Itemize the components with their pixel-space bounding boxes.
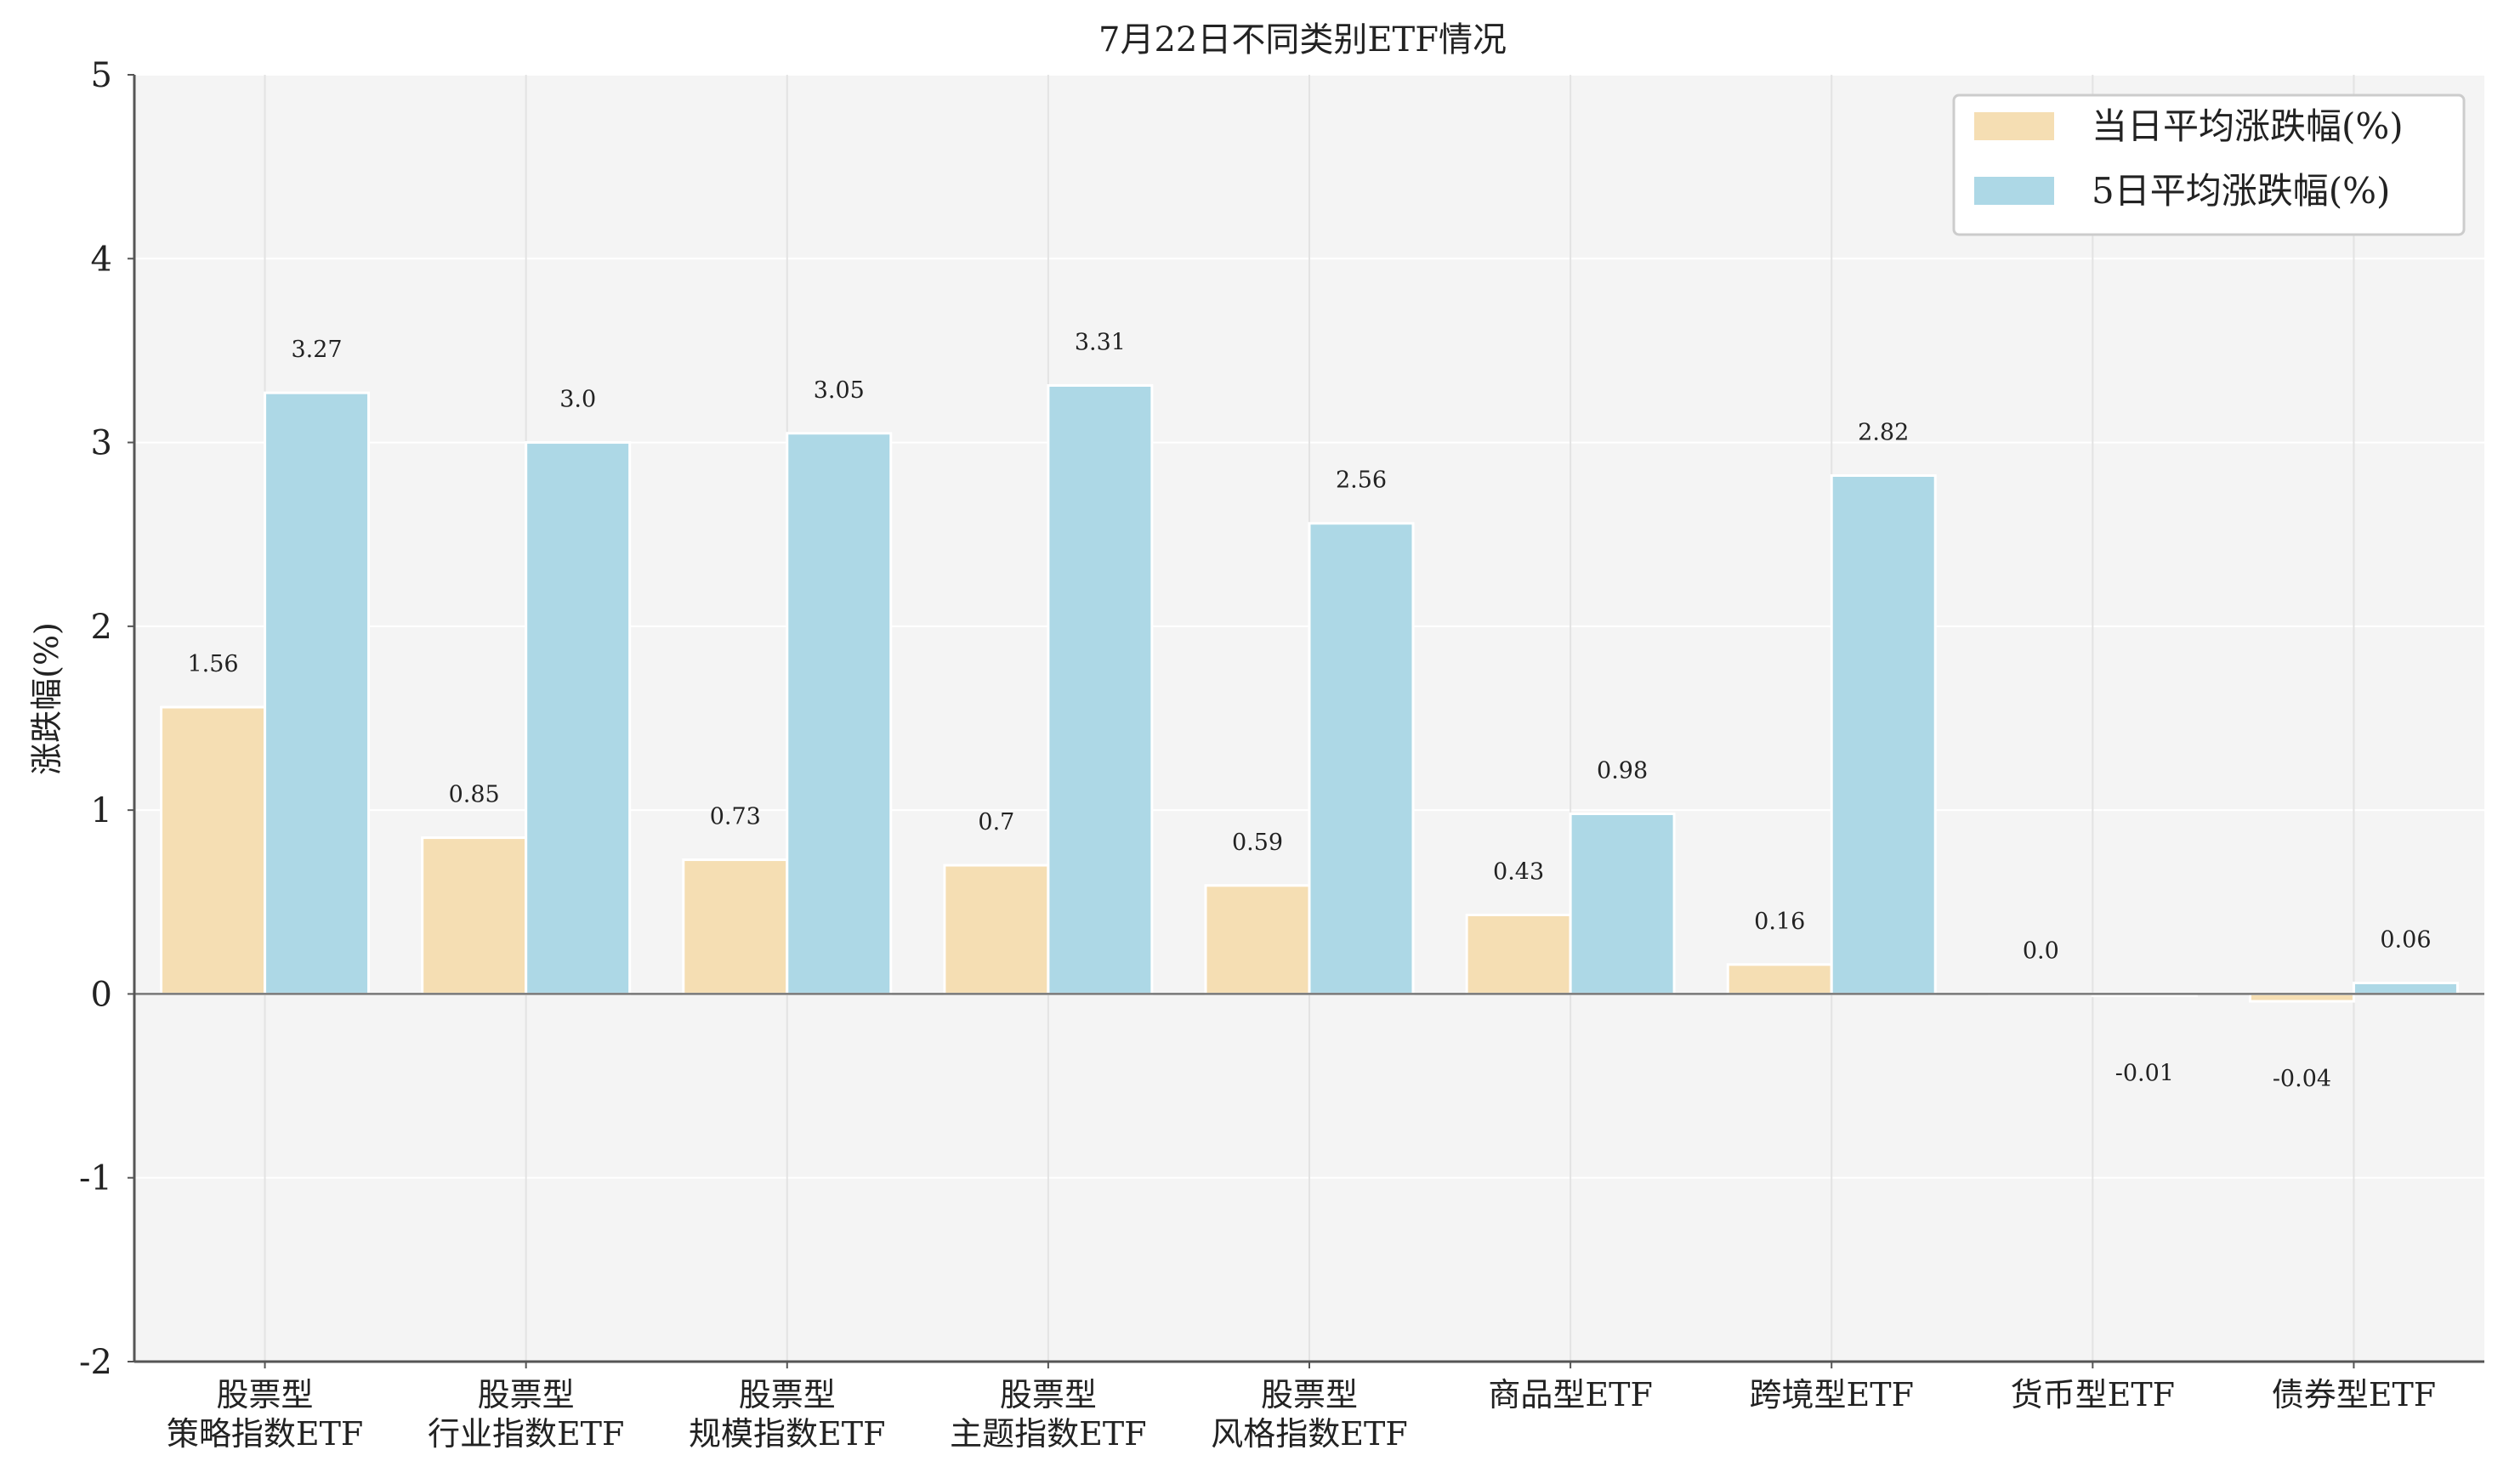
x-tick-label-line: 规模指数ETF — [689, 1415, 885, 1453]
legend: 当日平均涨跌幅(%) 5日平均涨跌幅(%) — [1952, 93, 2466, 236]
data-label: 0.06 — [2380, 926, 2431, 953]
data-label: 1.56 — [187, 651, 238, 677]
y-tick-label: 4 — [91, 240, 112, 279]
bar-daily-0 — [160, 705, 267, 995]
legend-swatch — [1974, 112, 2054, 140]
x-tick-label: 债券型ETF — [2272, 1376, 2436, 1413]
data-label: 0.7 — [978, 809, 1014, 835]
x-tick-label-line: 股票型 — [1261, 1376, 1358, 1413]
y-tick-label: 3 — [91, 424, 112, 463]
x-tick-label-line: 跨境型ETF — [1749, 1376, 1913, 1413]
data-label: -0.01 — [2115, 1061, 2174, 1087]
x-tick-label: 股票型风格指数ETF — [1211, 1376, 1407, 1453]
data-label: 0.59 — [1232, 830, 1283, 856]
y-tick-label: 0 — [91, 975, 112, 1014]
x-tick-label-line: 风格指数ETF — [1211, 1415, 1407, 1453]
x-tick-label-line: 债券型ETF — [2272, 1376, 2436, 1413]
bar-five-day-3 — [1047, 384, 1154, 995]
data-label: 0.43 — [1493, 858, 1544, 885]
legend-label: 5日平均涨跌幅(%) — [2092, 170, 2390, 212]
chart-title: 7月22日不同类别ETF情况 — [1098, 20, 1507, 59]
legend-swatch — [1974, 177, 2054, 205]
x-tick-label: 股票型策略指数ETF — [167, 1376, 363, 1453]
data-label: 2.82 — [1858, 420, 1909, 446]
data-label: 0.16 — [1754, 909, 1805, 935]
bar-daily-8 — [2248, 992, 2355, 1003]
x-tick-label-line: 股票型 — [478, 1376, 575, 1413]
y-axis-label: 涨跌幅(%) — [28, 622, 65, 775]
bar-daily-4 — [1204, 884, 1311, 995]
x-tick-label-line: 行业指数ETF — [428, 1415, 624, 1453]
data-label: 3.0 — [559, 387, 596, 413]
data-label: 0.0 — [2023, 937, 2059, 964]
bar-daily-3 — [943, 864, 1050, 995]
x-tick-label-line: 股票型 — [217, 1376, 314, 1413]
data-label: 0.85 — [449, 782, 500, 808]
data-label: 2.56 — [1336, 467, 1387, 494]
bar-five-day-5 — [1569, 812, 1676, 995]
bar-daily-6 — [1726, 963, 1833, 995]
x-tick-label: 货币型ETF — [2011, 1376, 2175, 1413]
bar-five-day-1 — [525, 441, 632, 995]
bar-daily-5 — [1465, 913, 1572, 995]
x-tick-label-line: 商品型ETF — [1488, 1376, 1652, 1413]
legend-label: 当日平均涨跌幅(%) — [2092, 105, 2404, 147]
bar-five-day-2 — [786, 432, 893, 995]
bar-daily-1 — [421, 836, 528, 995]
x-tick-label: 跨境型ETF — [1749, 1376, 1913, 1413]
x-tick-label: 商品型ETF — [1488, 1376, 1652, 1413]
data-label: 0.98 — [1597, 757, 1648, 784]
x-tick-label-line: 股票型 — [1000, 1376, 1097, 1413]
bar-five-day-4 — [1308, 522, 1415, 995]
y-tick-label: -1 — [79, 1159, 112, 1198]
x-tick-label-line: 策略指数ETF — [167, 1415, 363, 1453]
legend-box — [1952, 93, 2466, 236]
x-tick-label: 股票型规模指数ETF — [689, 1376, 885, 1453]
y-tick-label: 2 — [91, 608, 112, 647]
x-tick-label-line: 股票型 — [739, 1376, 836, 1413]
data-label: 3.27 — [291, 337, 342, 363]
y-tick-label: 5 — [91, 56, 112, 95]
x-tick-label-line: 主题指数ETF — [950, 1415, 1146, 1453]
plot-area: 1.56 0.85 0.73 0.7 0.59 0.43 0.16 0.0 -0.04 3.27 3… — [79, 56, 2484, 1453]
data-label: -0.04 — [2273, 1066, 2331, 1092]
bar-daily-2 — [682, 858, 789, 995]
x-tick-label-line: 货币型ETF — [2011, 1376, 2175, 1413]
data-label: 3.05 — [814, 377, 865, 404]
bar-five-day-8 — [2352, 981, 2459, 995]
y-tick-label: 1 — [91, 791, 112, 830]
bar-five-day-0 — [264, 391, 371, 995]
data-label: 0.73 — [710, 804, 761, 830]
x-tick-label: 股票型行业指数ETF — [428, 1376, 624, 1453]
y-tick-label: -2 — [79, 1343, 112, 1382]
data-label: 3.31 — [1075, 330, 1126, 356]
bar-five-day-6 — [1830, 474, 1937, 995]
x-tick-label: 股票型主题指数ETF — [950, 1376, 1146, 1453]
